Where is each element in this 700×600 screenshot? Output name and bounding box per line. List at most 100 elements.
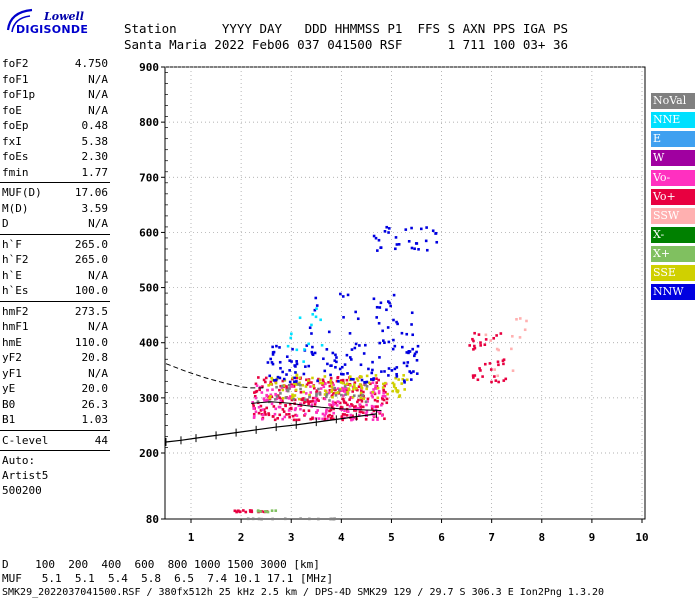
data-point [278, 346, 281, 349]
data-point [408, 350, 412, 353]
data-point [362, 352, 366, 355]
param-row: h`F 265.0 [0, 237, 112, 253]
data-point [295, 414, 299, 417]
data-point [305, 344, 309, 347]
data-point [272, 350, 276, 354]
data-point [372, 409, 376, 413]
data-point [385, 397, 389, 401]
data-point [257, 405, 261, 409]
logo-line1: Lowell [44, 10, 84, 23]
data-point [286, 389, 290, 393]
data-point [275, 395, 279, 398]
data-point [355, 377, 359, 381]
data-point [385, 225, 389, 229]
data-point [264, 380, 267, 384]
y-tick-label: 80 [146, 513, 159, 526]
data-point [407, 240, 411, 243]
data-point [290, 360, 293, 363]
data-point [325, 408, 328, 412]
data-point [238, 510, 242, 514]
data-point [387, 340, 391, 344]
data-point [311, 399, 315, 403]
data-point [290, 407, 293, 411]
legend: NoVal NNE E W Vo- Vo+ SSW X- X+ SSE NNW [651, 93, 695, 304]
param-label: yE [2, 382, 16, 395]
legend-entry: W [651, 150, 695, 167]
data-point [325, 391, 328, 395]
data-point [492, 336, 496, 340]
data-point [395, 320, 398, 324]
data-point [322, 380, 325, 384]
data-point [261, 385, 264, 388]
param-row: h`E N/A [0, 268, 112, 284]
data-point [357, 413, 361, 417]
data-point [274, 381, 278, 385]
data-point [307, 381, 311, 384]
data-point [262, 397, 266, 400]
data-point [293, 398, 297, 402]
data-point [378, 412, 382, 415]
data-point [315, 411, 318, 414]
data-point [275, 397, 279, 401]
virtual-height-profile [165, 413, 377, 443]
data-point [276, 417, 279, 420]
param-value: N/A [88, 88, 108, 101]
data-point [333, 386, 337, 390]
muf-row-distance: D 100 200 400 600 800 1000 1500 3000 [km… [2, 558, 320, 571]
data-point [375, 385, 379, 388]
data-point [320, 343, 324, 347]
data-point [372, 388, 375, 391]
data-point [360, 384, 363, 388]
data-point [279, 392, 282, 395]
data-point [332, 391, 335, 395]
param-value: N/A [88, 217, 108, 230]
param-value: 110.0 [74, 335, 108, 349]
data-point [262, 378, 266, 382]
data-point [394, 387, 398, 390]
data-point [476, 378, 480, 382]
data-point [362, 390, 365, 394]
data-point [284, 396, 288, 399]
data-point [278, 376, 282, 380]
param-row: foEp 0.48 [0, 118, 112, 134]
data-point [497, 348, 500, 352]
data-point [270, 402, 274, 406]
data-point [302, 409, 306, 412]
data-point [327, 381, 330, 384]
data-point [510, 347, 513, 351]
data-point [401, 377, 405, 381]
data-point [403, 388, 406, 391]
data-point [337, 380, 340, 383]
param-label: foF1 [2, 72, 29, 86]
ordinary-trace-fit [251, 401, 382, 412]
data-point [343, 401, 346, 404]
data-point [265, 399, 268, 402]
data-point [365, 374, 369, 378]
data-point [256, 400, 260, 403]
data-point [308, 395, 311, 399]
data-point [374, 374, 378, 377]
y-tick-label: 300 [139, 392, 159, 405]
data-point [346, 392, 349, 396]
data-point [327, 391, 331, 395]
data-point [340, 365, 344, 369]
data-point [316, 379, 319, 383]
data-point [275, 385, 278, 389]
data-point [278, 405, 282, 409]
data-point [372, 377, 375, 380]
data-point [488, 362, 492, 365]
data-point [269, 393, 273, 397]
data-point [345, 382, 349, 386]
data-point [340, 393, 343, 397]
data-point [404, 228, 408, 231]
data-point [288, 402, 292, 406]
param-value: N/A [88, 103, 108, 117]
data-point [393, 344, 397, 348]
data-point [328, 384, 332, 388]
x-tick-label: 9 [589, 531, 596, 544]
data-point [353, 409, 356, 412]
extrapolated-profile [165, 363, 267, 389]
data-point [386, 326, 390, 329]
muf-row-values: MUF 5.1 5.1 5.4 5.8 6.5 7.4 10.1 17.1 [M… [2, 572, 334, 585]
data-point [417, 248, 420, 251]
